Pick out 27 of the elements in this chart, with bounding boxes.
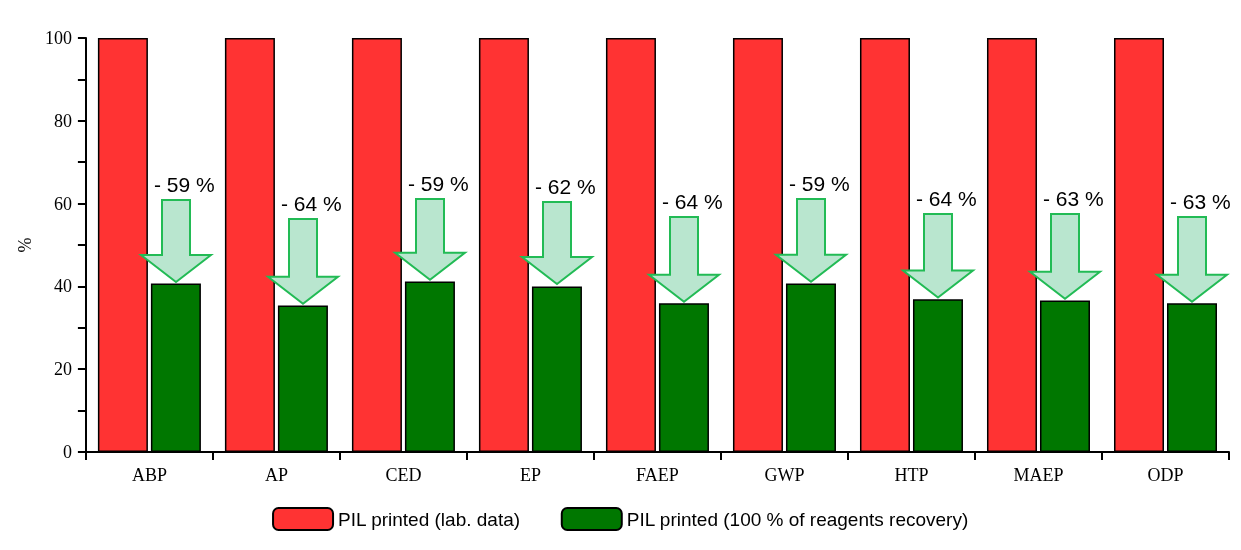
x-tick-label: HTP — [894, 465, 929, 485]
x-tick-label: CED — [385, 465, 422, 485]
y-tick-label: 20 — [53, 359, 72, 380]
annotation: - 59 % — [407, 171, 469, 195]
y-axis-title: % — [15, 237, 35, 253]
annotation: - 62 % — [534, 175, 596, 199]
annotation: - 63 % — [1042, 186, 1104, 210]
x-tick-label: ODP — [1147, 465, 1184, 485]
x-tick-label: AP — [264, 465, 288, 485]
annotation: - 59 % — [788, 171, 850, 195]
y-tick-label: 40 — [53, 276, 72, 297]
x-tick-label: EP — [519, 465, 541, 485]
y-tick-label: 0 — [62, 442, 72, 462]
legend-label: PIL printed (lab. data) — [338, 508, 521, 530]
annotation: - 59 % — [153, 172, 215, 196]
x-tick-label: ABP — [131, 465, 167, 485]
annotation: - 64 % — [661, 189, 723, 213]
y-tick-label: 80 — [53, 110, 72, 131]
x-tick-label: GWP — [764, 465, 805, 485]
annotation: - 64 % — [280, 191, 342, 215]
x-tick-label: FAEP — [636, 465, 679, 485]
annotation: - 64 % — [915, 186, 977, 210]
y-tick-label: 100 — [44, 28, 72, 48]
annotation: - 63 % — [1169, 189, 1231, 213]
x-tick-label: MAEP — [1013, 465, 1064, 485]
y-tick-label: 60 — [53, 193, 72, 214]
legend-label: PIL printed (100 % of reagents recovery) — [626, 508, 969, 530]
